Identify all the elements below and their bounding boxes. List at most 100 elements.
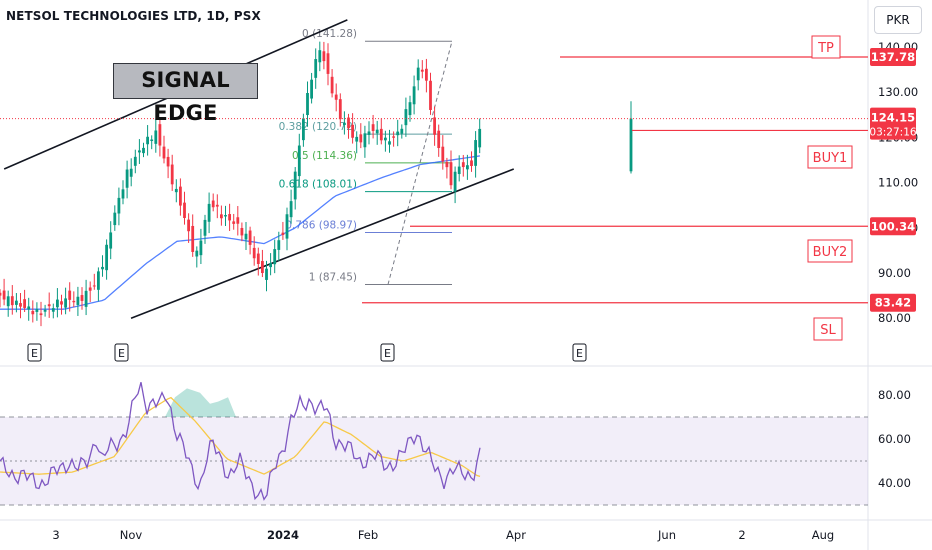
candle: [166, 148, 170, 179]
candle: [105, 239, 108, 280]
candle: [138, 139, 141, 164]
price-tag-badge: [870, 48, 916, 67]
candle: [248, 226, 252, 255]
candle-body: [51, 308, 55, 312]
fib-label-0.5: 0.5 (114.36): [292, 150, 357, 162]
time-tick: Nov: [120, 528, 143, 542]
candle: [60, 294, 63, 315]
candle-body: [363, 133, 367, 148]
candle-body: [35, 309, 39, 312]
candle: [150, 135, 154, 150]
candle-body: [293, 171, 297, 200]
candle-body: [64, 298, 67, 308]
candle-body: [92, 285, 96, 287]
candle: [125, 160, 129, 199]
candle: [384, 130, 387, 152]
candle: [457, 155, 461, 182]
candle-body: [281, 232, 285, 235]
candle: [433, 106, 436, 146]
candle-body: [347, 117, 350, 129]
fib-label-0.618: 0.618 (108.01): [279, 179, 357, 191]
candle: [158, 117, 162, 157]
candle: [330, 69, 334, 98]
candle-body: [43, 309, 47, 312]
earnings-marker-box: [380, 343, 395, 362]
candle: [412, 75, 416, 115]
candle-body: [60, 301, 63, 305]
candle-body: [211, 200, 215, 208]
rsi-line: [0, 382, 481, 501]
candle-body: [88, 287, 92, 291]
channel-lower-line: [130, 168, 515, 319]
candle-body: [273, 249, 277, 265]
candle: [326, 43, 330, 86]
candle: [392, 131, 395, 147]
price-tag-value: 100.34: [871, 219, 915, 233]
time-tick: 2024: [267, 528, 299, 542]
candle-body: [142, 147, 145, 154]
candle: [72, 291, 76, 308]
candle-body: [408, 102, 412, 116]
currency-button[interactable]: PKR: [874, 6, 922, 34]
price-tick: 90.00: [878, 266, 911, 280]
candle: [281, 221, 285, 240]
candle-body: [384, 137, 387, 141]
candle: [252, 236, 256, 266]
candle-body: [289, 201, 293, 218]
candle: [256, 247, 260, 276]
candle: [179, 178, 182, 216]
candle: [224, 205, 227, 226]
candle-body: [412, 86, 416, 105]
candle-body: [15, 300, 18, 305]
candle: [240, 222, 244, 242]
rsi-band-fill: [0, 417, 868, 505]
candle: [437, 124, 441, 157]
moving-average: [0, 155, 481, 310]
candle: [133, 149, 137, 174]
fib-label-0.786: 0.786 (98.97): [285, 219, 357, 231]
candle-body: [437, 130, 441, 148]
candle: [474, 131, 477, 178]
candle: [285, 207, 289, 251]
candle: [56, 288, 59, 318]
candle-body: [338, 99, 342, 120]
candle-body: [355, 136, 359, 142]
candle: [429, 72, 432, 115]
tag-label-tp: TP: [817, 41, 834, 56]
candle: [408, 95, 412, 122]
price-tags: TP BUY1 BUY2 SL: [0, 35, 868, 341]
candle: [121, 180, 125, 205]
candle: [297, 133, 301, 187]
candle: [445, 157, 449, 179]
candle-body: [146, 136, 149, 145]
candle: [293, 167, 297, 210]
candle: [129, 158, 133, 187]
candle: [88, 281, 92, 303]
candle: [289, 189, 293, 224]
candle: [199, 228, 203, 265]
candle-body: [478, 128, 482, 148]
candle-body: [162, 146, 166, 159]
candle-body: [441, 146, 445, 162]
candle-last: [629, 101, 633, 174]
candle: [15, 293, 18, 313]
candle: [302, 113, 305, 147]
candle-body: [420, 69, 424, 72]
rsi-tick: 80.00: [878, 388, 911, 402]
candle: [215, 194, 219, 219]
fib-label-0: 0 (141.28): [302, 28, 357, 40]
candle-body: [154, 130, 158, 144]
earnings-marker-box: [27, 343, 42, 362]
earnings-marker-label: E: [31, 347, 38, 360]
candle-body: [445, 161, 449, 168]
candle-body: [187, 219, 190, 232]
candle-body: [306, 93, 309, 116]
candle: [244, 222, 248, 251]
candle: [470, 151, 473, 172]
candle: [183, 191, 186, 225]
candle-body: [56, 299, 59, 308]
candle: [347, 113, 350, 139]
price-tag-value: 83.42: [875, 296, 911, 310]
